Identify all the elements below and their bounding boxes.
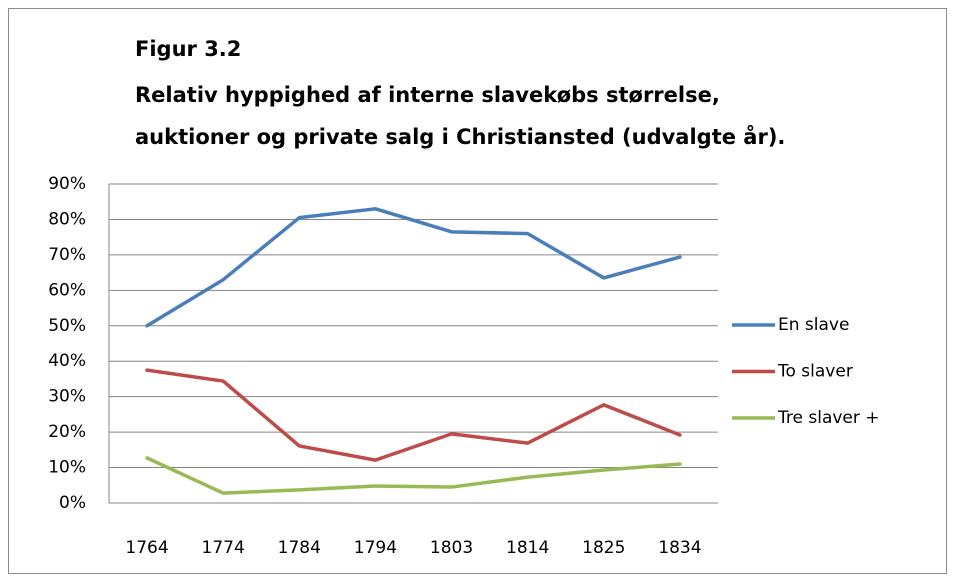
x-tick-label: 1825 <box>582 538 625 558</box>
x-tick-label: 1803 <box>430 538 473 558</box>
y-tick-label: 40% <box>48 351 86 371</box>
y-tick-label: 0% <box>59 493 86 513</box>
y-tick-label: 50% <box>48 316 86 336</box>
legend-label: Tre slaver + <box>777 408 880 428</box>
legend-label: To slaver <box>777 362 853 382</box>
y-tick-label: 20% <box>48 422 86 442</box>
x-tick-label: 1814 <box>506 538 549 558</box>
x-tick-label: 1764 <box>125 538 168 558</box>
y-tick-label: 10% <box>48 458 86 478</box>
line-series <box>145 456 682 495</box>
y-tick-label: 70% <box>48 245 86 265</box>
y-tick-label: 30% <box>48 387 86 407</box>
line-series <box>145 368 682 462</box>
chart-title: Figur 3.2 <box>135 37 241 61</box>
y-tick-label: 80% <box>48 209 86 229</box>
line-series <box>145 207 682 328</box>
x-tick-label: 1784 <box>278 538 321 558</box>
x-tick-label: 1834 <box>658 538 701 558</box>
legend-label: En slave <box>778 315 849 335</box>
x-tick-label: 1774 <box>202 538 245 558</box>
chart-subtitle: Relativ hyppighed af interne slavekøbs s… <box>135 83 720 107</box>
chart-subtitle: auktioner og private salg i Christianste… <box>135 124 785 149</box>
y-tick-label: 90% <box>48 174 86 194</box>
chart-border <box>8 8 947 574</box>
y-tick-label: 60% <box>48 280 86 300</box>
x-tick-label: 1794 <box>354 538 397 558</box>
